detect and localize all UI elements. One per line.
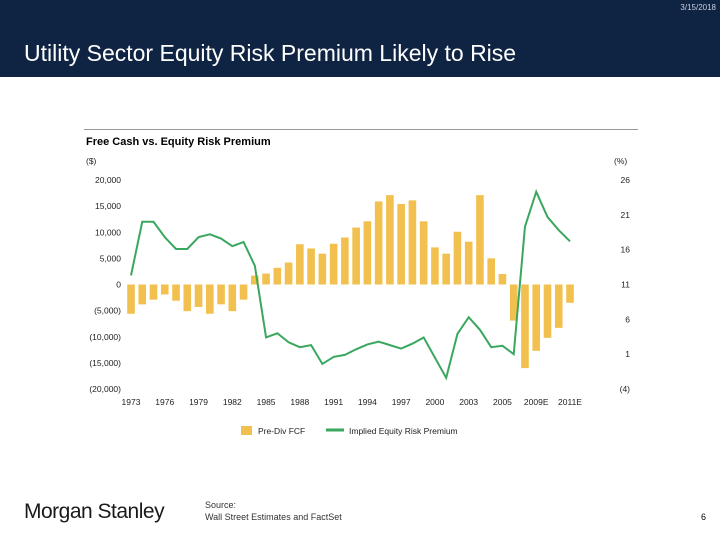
left-tick-label: (10,000)	[89, 332, 121, 342]
bar	[194, 284, 203, 307]
bar	[251, 275, 259, 285]
x-tick-label: 2011E	[558, 397, 582, 407]
bar	[228, 284, 237, 312]
left-tick-label: 5,000	[100, 253, 122, 263]
bar	[408, 200, 417, 285]
bar	[183, 284, 192, 312]
left-tick-label: 10,000	[95, 227, 121, 237]
bar	[329, 243, 338, 285]
source-note: Source: Wall Street Estimates and FactSet	[205, 499, 342, 523]
bar	[386, 195, 394, 285]
x-tick-label: 1979	[189, 397, 208, 407]
left-tick-label: (5,000)	[94, 306, 121, 316]
left-tick-label: 15,000	[95, 201, 121, 211]
x-tick-label: 1997	[392, 397, 411, 407]
bar	[149, 284, 158, 300]
x-tick-label: 2009E	[524, 397, 549, 407]
page-title: Utility Sector Equity Risk Premium Likel…	[24, 40, 517, 66]
x-tick-label: 1982	[223, 397, 242, 407]
bar	[172, 284, 180, 301]
bar	[476, 195, 484, 285]
x-tick-label: 1973	[122, 397, 141, 407]
bar	[532, 284, 541, 351]
x-tick-label: 2000	[425, 397, 444, 407]
risk-premium-line	[130, 189, 571, 381]
left-tick-label: 0	[116, 280, 121, 290]
bar	[487, 258, 496, 285]
bar	[509, 284, 518, 321]
divider	[84, 129, 638, 130]
source-label: Source:	[205, 500, 237, 510]
bar	[284, 262, 293, 285]
right-tick-label: 16	[621, 245, 631, 255]
bar	[543, 284, 552, 338]
left-tick-label: (20,000)	[89, 384, 121, 394]
left-tick-label: (15,000)	[89, 358, 121, 368]
bar	[341, 237, 349, 285]
bar	[566, 284, 574, 303]
bar	[273, 267, 282, 285]
legend-label-fcf: Pre-Div FCF	[258, 426, 305, 436]
bar	[464, 241, 473, 285]
x-tick-label: 1985	[257, 397, 276, 407]
bar	[318, 253, 327, 285]
bar	[453, 231, 462, 285]
bar	[397, 204, 405, 285]
bar	[363, 221, 372, 285]
chart-title: Free Cash vs. Equity Risk Premium	[86, 136, 271, 148]
bar	[554, 284, 563, 328]
bar	[419, 221, 428, 285]
bar	[431, 247, 439, 285]
x-tick-label: 1994	[358, 397, 377, 407]
bar	[138, 284, 147, 305]
left-tick-label: 20,000	[95, 175, 121, 185]
x-tick-label: 2003	[459, 397, 478, 407]
bar	[160, 284, 169, 295]
right-tick-label: 26	[621, 175, 631, 185]
x-tick-label: 2005	[493, 397, 512, 407]
right-tick-label: (4)	[620, 384, 631, 394]
bar	[374, 201, 383, 285]
header-bar: 3/15/2018 Utility Sector Equity Risk Pre…	[0, 0, 720, 77]
x-tick-label: 1976	[155, 397, 174, 407]
right-tick-label: 6	[625, 314, 630, 324]
left-axis-unit: ($)	[86, 156, 97, 166]
legend-label-erp: Implied Equity Risk Premium	[349, 426, 458, 436]
date: 3/15/2018	[680, 3, 716, 12]
right-tick-label: 11	[621, 280, 630, 290]
right-tick-label: 1	[625, 349, 630, 359]
bar	[296, 244, 304, 285]
bar	[217, 284, 225, 305]
bar	[442, 253, 450, 285]
x-tick-label: 1991	[324, 397, 343, 407]
legend-swatch-fcf	[241, 426, 252, 435]
bar	[521, 284, 529, 369]
bar	[307, 248, 315, 285]
bar	[239, 284, 248, 300]
bar	[127, 284, 135, 314]
bar	[262, 273, 270, 285]
x-tick-label: 1988	[290, 397, 309, 407]
bar	[352, 227, 360, 285]
bar	[498, 274, 507, 285]
morgan-stanley-logo: Morgan Stanley	[24, 500, 165, 523]
source-text: Wall Street Estimates and FactSet	[205, 512, 342, 522]
right-axis-unit: (%)	[614, 156, 628, 166]
bar	[205, 284, 214, 314]
page-number: 6	[700, 512, 706, 522]
right-tick-label: 21	[621, 210, 631, 220]
